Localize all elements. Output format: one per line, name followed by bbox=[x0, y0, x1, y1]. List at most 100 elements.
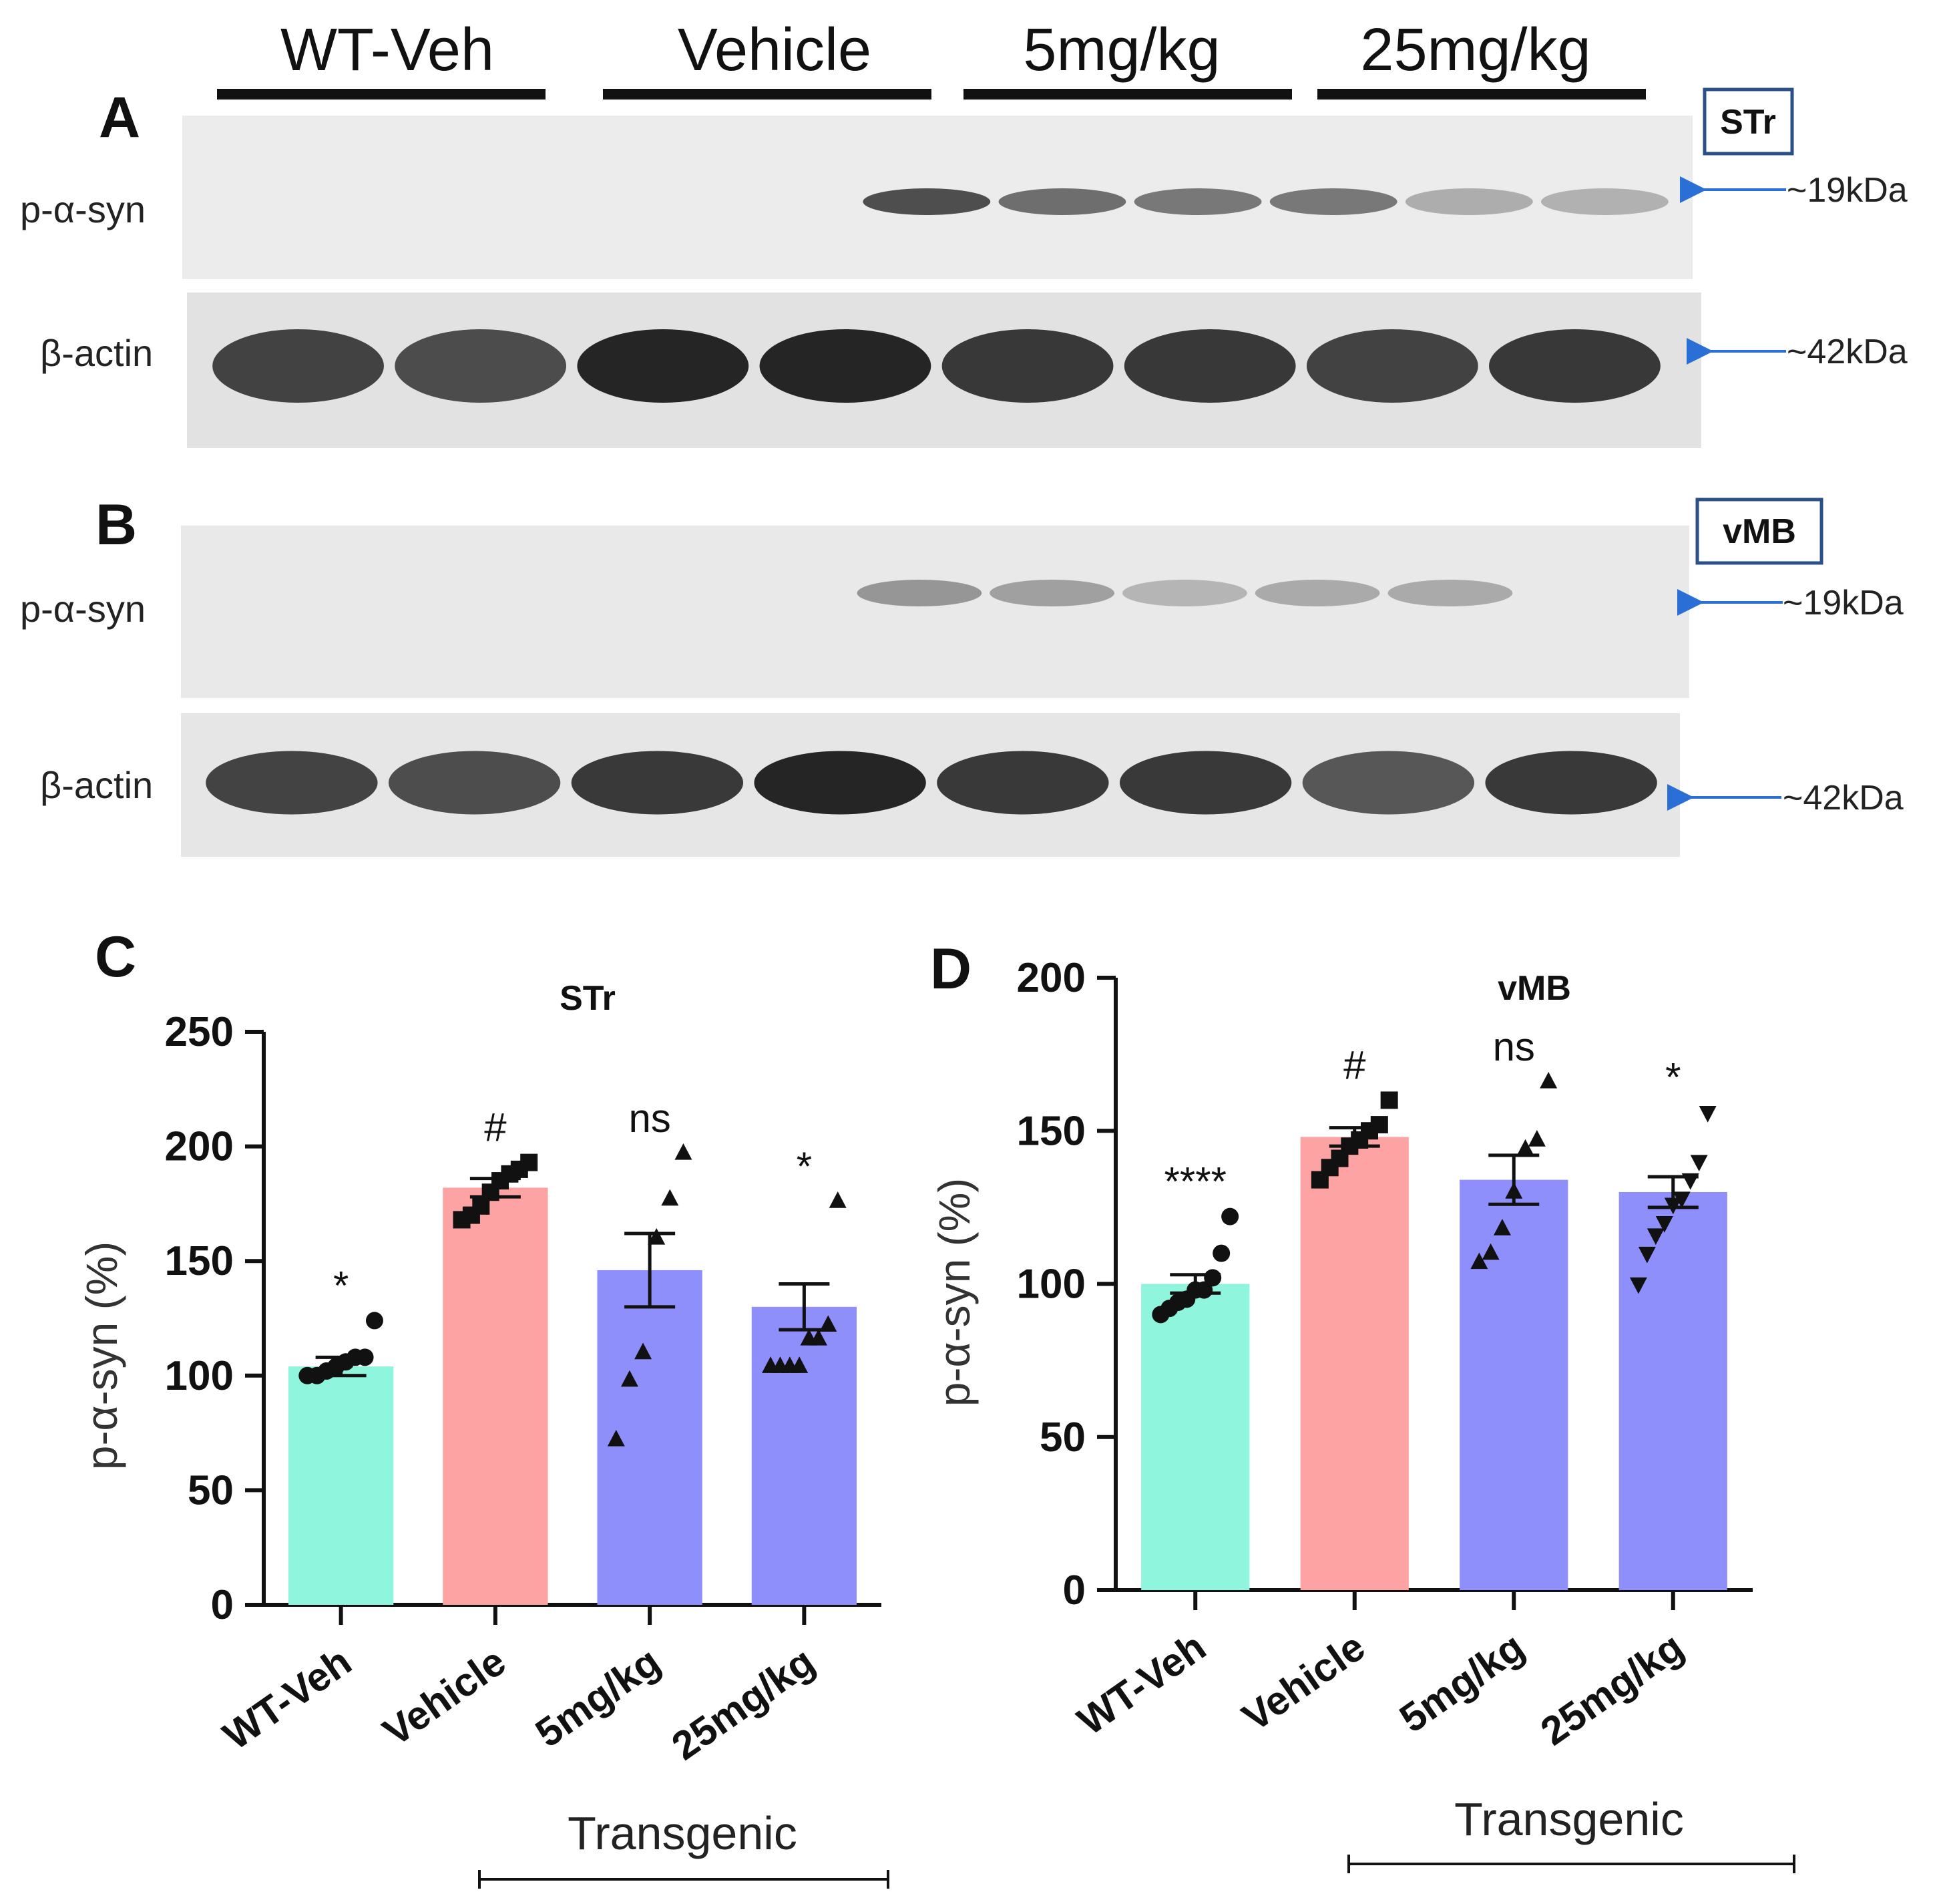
bands-b-row-1 bbox=[857, 580, 1513, 606]
band-a-actin-lane-5 bbox=[941, 329, 1114, 403]
region-box-b bbox=[1695, 498, 1823, 565]
band-b-psyn-lane-6 bbox=[1255, 580, 1380, 606]
chart-c-point-3-4 bbox=[648, 1227, 666, 1245]
header-label-wt-veh: WT-Veh bbox=[280, 17, 494, 83]
band-a-actin-lane-6 bbox=[1124, 329, 1296, 403]
band-b-actin-lane-4 bbox=[754, 751, 926, 815]
chart-c-ytick-label-5: 250 bbox=[165, 1009, 234, 1055]
chart-c-ytick-label-1: 50 bbox=[188, 1467, 234, 1513]
band-b-psyn-lane-3 bbox=[857, 580, 982, 606]
chart-d-significance-3: ns bbox=[1493, 1024, 1535, 1069]
chart-c-point-3-6 bbox=[674, 1143, 692, 1160]
chart-c-ytick-label-3: 150 bbox=[165, 1238, 234, 1284]
blot-label-b-row-1: p-α-syn bbox=[20, 588, 146, 630]
chart-c-plot: 0 50 100 150 200 250 WT-Veh * Vehicle #5mg/kg ns 25… bbox=[165, 1009, 881, 1768]
band-a-actin-lane-1 bbox=[212, 329, 384, 403]
chart-d-plot: 0 50 100 150 200 WT-Veh **** Vehicle #5mg/kg ns 25… bbox=[1017, 955, 1753, 1754]
bands-a-row-1 bbox=[863, 188, 1669, 215]
chart-c: C STr p-α-syn (%) 0 50 100 150 200 250 WT-Veh *… bbox=[77, 925, 889, 1889]
chart-d-ytick-label-3: 150 bbox=[1017, 1108, 1086, 1154]
bands-a-row-2 bbox=[212, 329, 1661, 403]
panel-letter-d: D bbox=[930, 937, 971, 1001]
panel-letter-c: C bbox=[95, 925, 136, 989]
header-bar-5mg bbox=[963, 89, 1292, 100]
chart-d-significance-2: # bbox=[1343, 1042, 1366, 1087]
chart-c-point-1-8 bbox=[365, 1312, 383, 1330]
band-a-actin-lane-7 bbox=[1306, 329, 1478, 403]
band-b-actin-lane-5 bbox=[937, 751, 1109, 815]
header-bar-vehicle bbox=[603, 89, 931, 100]
chart-c-title: STr bbox=[560, 979, 616, 1018]
band-b-psyn-lane-4 bbox=[990, 580, 1115, 606]
chart-d-category-label-4: 25mg/kg bbox=[1532, 1624, 1691, 1754]
chart-d-point-2-7 bbox=[1370, 1116, 1388, 1134]
header-bar-wt-veh bbox=[217, 89, 546, 100]
kda-a-row-2: ~42kDa bbox=[1787, 333, 1908, 371]
chart-d-point-4-9 bbox=[1699, 1105, 1717, 1123]
chart-c-category-label-1: WT-Veh bbox=[215, 1639, 359, 1758]
chart-d-category-label-1: WT-Veh bbox=[1070, 1624, 1214, 1744]
chart-d-bar-2 bbox=[1300, 1137, 1409, 1590]
kda-a-row-1: ~19kDa bbox=[1787, 171, 1908, 210]
header-label-5mg: 5mg/kg bbox=[1023, 17, 1220, 83]
chart-c-category-label-2: Vehicle bbox=[375, 1639, 513, 1755]
chart-c-significance-2: # bbox=[484, 1105, 507, 1150]
chart-d-title: vMB bbox=[1498, 969, 1571, 1008]
chart-c-point-3-2 bbox=[620, 1370, 638, 1387]
chart-d-point-4-6 bbox=[1673, 1191, 1691, 1209]
chart-d-bar-1 bbox=[1141, 1284, 1250, 1590]
chart-d-point-2-8 bbox=[1380, 1091, 1398, 1109]
chart-c-ylabel: p-α-syn (%) bbox=[77, 1242, 126, 1471]
chart-c-point-3-1 bbox=[607, 1429, 625, 1447]
bands-b-row-2 bbox=[206, 751, 1657, 815]
chart-d-significance-1: **** bbox=[1164, 1159, 1227, 1204]
band-b-actin-lane-8 bbox=[1485, 751, 1657, 815]
chart-c-point-4-6 bbox=[809, 1328, 827, 1346]
chart-d-point-4-1 bbox=[1629, 1277, 1647, 1294]
header-bar-25mg bbox=[1317, 89, 1646, 100]
panel-b: B vMB p-α-syn ~19kDa β-actin ~42kDa bbox=[20, 493, 1904, 857]
chart-c-significance-1: * bbox=[333, 1263, 349, 1308]
chart-c-point-2-8 bbox=[520, 1153, 538, 1171]
band-a-actin-lane-4 bbox=[759, 329, 931, 403]
chart-d-point-3-1 bbox=[1470, 1252, 1488, 1270]
chart-d-point-1-7 bbox=[1204, 1269, 1222, 1287]
band-b-actin-lane-6 bbox=[1119, 751, 1292, 815]
chart-d-point-4-8 bbox=[1690, 1155, 1708, 1172]
header-label-vehicle: Vehicle bbox=[678, 17, 871, 83]
kda-b-row-1: ~19kDa bbox=[1783, 584, 1904, 622]
band-b-actin-lane-2 bbox=[388, 751, 561, 815]
band-a-actin-lane-3 bbox=[577, 329, 749, 403]
chart-d-category-label-3: 5mg/kg bbox=[1391, 1624, 1532, 1741]
blot-label-a-row-1: p-α-syn bbox=[20, 188, 146, 230]
region-label-a: STr bbox=[1720, 103, 1776, 142]
band-b-actin-lane-1 bbox=[206, 751, 378, 815]
chart-d-point-3-7 bbox=[1540, 1071, 1558, 1089]
chart-d-point-3-3 bbox=[1493, 1219, 1511, 1235]
chart-c-ytick-label-4: 200 bbox=[165, 1124, 234, 1170]
band-a-psyn-lane-5 bbox=[1134, 188, 1262, 215]
chart-d-point-4-2 bbox=[1638, 1246, 1656, 1264]
chart-c-ytick-label-2: 100 bbox=[165, 1353, 234, 1399]
chart-c-bar-4 bbox=[751, 1306, 857, 1605]
header-label-25mg: 25mg/kg bbox=[1360, 17, 1590, 83]
chart-d-point-4-3 bbox=[1647, 1228, 1665, 1246]
chart-c-bar-2 bbox=[443, 1187, 548, 1605]
chart-c-category-label-4: 25mg/kg bbox=[664, 1639, 823, 1769]
chart-d-bar-4 bbox=[1618, 1191, 1727, 1590]
chart-c-point-4-7 bbox=[819, 1315, 837, 1332]
kda-b-row-2: ~42kDa bbox=[1783, 779, 1904, 817]
blot-label-b-row-2: β-actin bbox=[40, 764, 153, 806]
chart-c-point-4-8 bbox=[829, 1191, 847, 1208]
chart-d-group-label: Transgenic bbox=[1454, 1793, 1684, 1845]
chart-c-point-4-4 bbox=[791, 1356, 809, 1373]
chart-d-ytick-label-0: 0 bbox=[1063, 1567, 1086, 1613]
chart-d-point-1-9 bbox=[1221, 1207, 1239, 1225]
chart-d-point-4-4 bbox=[1655, 1216, 1673, 1233]
panel-a: A STr p-α-syn ~19kDa β-actin ~42kDa bbox=[20, 85, 1908, 448]
chart-d: D vMB p-α-syn (%) 050100150200WT-Veh****… bbox=[929, 937, 1795, 1873]
band-b-psyn-lane-5 bbox=[1122, 580, 1247, 606]
chart-d-point-3-2 bbox=[1482, 1243, 1500, 1260]
band-a-psyn-lane-4 bbox=[998, 188, 1126, 215]
